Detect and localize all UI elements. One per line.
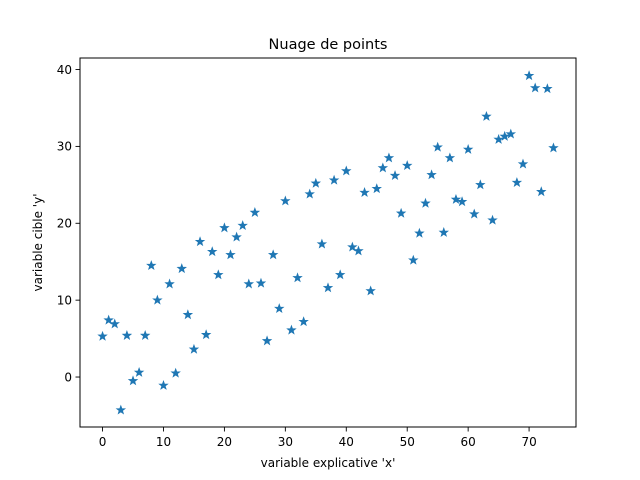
data-point: [475, 179, 486, 190]
data-point: [548, 142, 559, 153]
data-point: [152, 294, 163, 305]
x-axis-ticks: 0 10 20 30 40 50 60 70: [99, 427, 537, 449]
data-point: [426, 169, 437, 180]
data-point: [274, 303, 285, 314]
data-point: [322, 282, 334, 293]
data-point: [523, 70, 535, 81]
data-point: [298, 316, 309, 327]
data-point: [237, 220, 248, 231]
x-tick-label: 30: [278, 435, 293, 449]
data-point: [481, 110, 492, 121]
data-point: [219, 222, 230, 233]
data-point: [341, 165, 352, 176]
data-point: [529, 82, 541, 93]
data-point: [261, 335, 273, 346]
data-points: [97, 70, 559, 415]
data-point: [432, 141, 443, 152]
data-point: [444, 152, 456, 163]
data-point: [511, 177, 523, 187]
data-point: [414, 227, 425, 238]
data-point: [286, 324, 297, 335]
data-point: [146, 260, 157, 270]
data-point: [213, 269, 224, 280]
x-tick-label: 50: [400, 435, 415, 449]
x-tick-label: 40: [339, 435, 354, 449]
data-point: [347, 241, 358, 252]
data-point: [158, 380, 169, 390]
data-point: [207, 246, 218, 257]
y-axis-ticks: 0 10 20 30 40: [57, 63, 80, 384]
data-point: [231, 231, 242, 242]
y-tick-label: 30: [57, 140, 72, 154]
data-point: [97, 330, 108, 341]
data-point: [133, 366, 145, 377]
data-point: [182, 309, 194, 320]
data-point: [420, 197, 431, 208]
data-point: [493, 134, 504, 144]
data-point: [469, 208, 480, 219]
data-point: [395, 207, 407, 218]
data-point: [176, 263, 187, 274]
data-point: [450, 193, 462, 204]
y-tick-label: 0: [64, 370, 72, 384]
x-tick-label: 60: [461, 435, 476, 449]
data-point: [402, 160, 413, 171]
data-point: [383, 152, 395, 163]
y-tick-label: 20: [57, 217, 72, 231]
data-point: [462, 144, 474, 154]
data-point: [170, 367, 181, 378]
data-point: [255, 277, 267, 288]
data-point: [292, 272, 303, 283]
data-point: [127, 375, 139, 386]
data-point: [505, 128, 517, 139]
data-point: [334, 269, 346, 280]
data-point: [353, 245, 364, 256]
x-tick-label: 10: [156, 435, 171, 449]
data-point: [408, 254, 419, 265]
data-point: [371, 183, 382, 194]
y-tick-label: 40: [57, 63, 72, 77]
data-point: [121, 330, 133, 340]
x-tick-label: 70: [521, 435, 536, 449]
data-point: [103, 314, 114, 325]
data-point: [225, 249, 236, 260]
data-point: [139, 330, 151, 340]
data-point: [377, 162, 389, 173]
data-point: [267, 249, 279, 260]
data-point: [359, 187, 370, 197]
data-point: [328, 174, 340, 185]
data-point: [499, 130, 510, 141]
data-point: [249, 207, 261, 217]
data-point: [517, 158, 529, 169]
data-point: [487, 214, 498, 225]
data-point: [536, 186, 547, 197]
data-point: [194, 236, 206, 247]
data-point: [115, 404, 127, 415]
x-tick-label: 20: [217, 435, 232, 449]
x-tick-label: 0: [99, 435, 107, 449]
data-point: [542, 83, 553, 94]
data-point: [316, 238, 328, 249]
data-point: [310, 177, 322, 188]
x-axis-label: variable explicative 'x': [261, 456, 396, 470]
data-point: [304, 188, 315, 199]
data-point: [438, 227, 449, 237]
data-point: [200, 329, 212, 340]
data-point: [164, 278, 175, 289]
data-point: [456, 196, 468, 207]
data-point: [389, 170, 401, 181]
data-point: [243, 278, 254, 289]
axes-frame: [79, 57, 577, 428]
data-point: [280, 195, 291, 206]
data-point: [365, 285, 376, 296]
chart-title: Nuage de points: [269, 37, 388, 53]
y-axis-label: variable cible 'y': [31, 193, 45, 291]
data-point: [109, 318, 120, 329]
y-tick-label: 10: [57, 293, 72, 307]
data-point: [188, 343, 200, 354]
